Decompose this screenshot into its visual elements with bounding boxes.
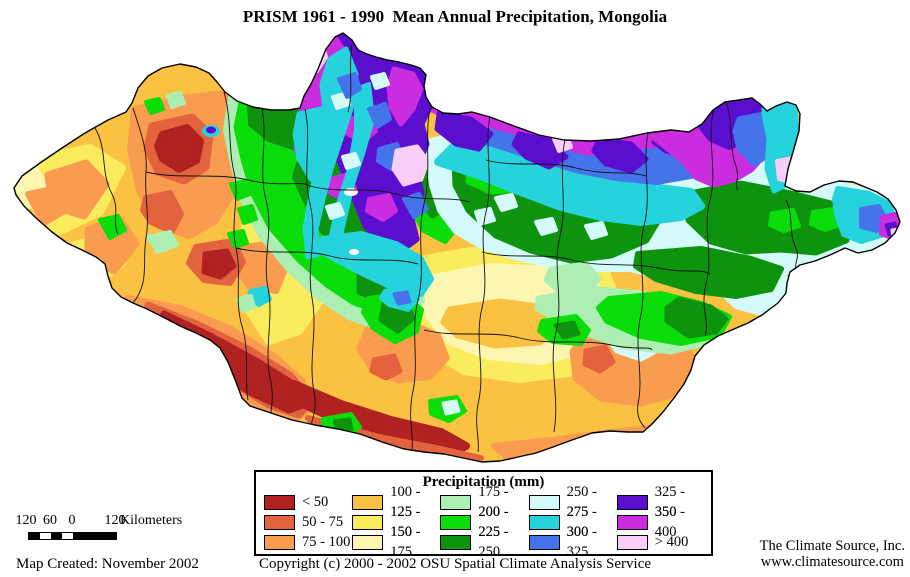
lake-uvs — [202, 125, 220, 137]
scale-label-0: 0 — [68, 513, 76, 528]
legend-color-swatch — [528, 494, 560, 510]
legend-item-label: 125 - 150 — [390, 504, 421, 540]
legend-grid: < 50 50 - 75 75 - 100 100 - 125 125 - 15… — [256, 484, 711, 560]
organization-name: The Climate Source, Inc. — [759, 538, 905, 554]
legend-item: 125 - 150 — [352, 504, 440, 540]
scale-bar-graphic — [28, 532, 117, 540]
scale-label-60: 60 — [43, 513, 57, 528]
legend-item: 175 - 200 — [440, 484, 528, 520]
legend-item: < 50 — [264, 492, 352, 512]
legend-item: 100 - 125 — [352, 484, 440, 520]
legend-color-swatch — [616, 494, 648, 510]
legend-color-swatch — [352, 534, 384, 550]
scale-label-120-right: 120 — [104, 513, 126, 528]
legend-item-label: > 400 — [654, 534, 689, 550]
legend-color-swatch — [440, 494, 472, 510]
legend-color-swatch — [616, 514, 648, 530]
legend-item: 200 - 225 — [440, 504, 528, 540]
legend-item: 325 - 350 — [616, 484, 705, 520]
legend-item-label: 275 - 300 — [566, 504, 597, 540]
legend-item: 350 - 400 — [616, 504, 705, 540]
map-legend: Precipitation (mm) < 50 50 - 75 75 - 100… — [254, 470, 713, 560]
legend-item: 50 - 75 — [264, 512, 352, 532]
legend-item-label: 225 - 250 — [478, 524, 509, 560]
legend-item: 150 - 175 — [352, 524, 440, 560]
legend-item-label: < 50 — [302, 494, 329, 510]
legend-item: 75 - 100 — [264, 532, 352, 552]
legend-color-swatch — [264, 514, 295, 530]
legend-item-label: 50 - 75 — [302, 514, 344, 530]
legend-color-swatch — [264, 494, 295, 510]
legend-item-label: 175 - 200 — [478, 484, 509, 520]
legend-item-label: 100 - 125 — [390, 484, 421, 520]
legend-item-label: 200 - 225 — [478, 504, 509, 540]
legend-item-label: 325 - 350 — [654, 484, 686, 520]
legend-item-label: 150 - 175 — [390, 524, 421, 560]
legend-color-swatch — [528, 514, 560, 530]
copyright-text: Copyright (c) 2000 - 2002 OSU Spatial Cl… — [258, 556, 652, 572]
legend-item: 300 - 325 — [528, 524, 617, 560]
province-boundaries — [94, 43, 798, 453]
legend-color-swatch — [352, 514, 384, 530]
legend-item: 225 - 250 — [440, 524, 528, 560]
legend-item-label: 350 - 400 — [654, 504, 686, 540]
legend-item-label: 250 - 275 — [566, 484, 597, 520]
legend-color-swatch — [440, 534, 472, 550]
legend-item: > 400 — [616, 532, 705, 552]
scale-unit-label: Kilometers — [120, 513, 183, 528]
legend-color-swatch — [616, 534, 648, 550]
legend-title: Precipitation (mm) — [422, 474, 545, 490]
scale-label-120-left: 120 — [15, 513, 37, 528]
legend-color-swatch — [352, 494, 384, 510]
legend-item-label: 75 - 100 — [302, 534, 351, 550]
map-created-text: Map Created: November 2002 — [16, 556, 199, 572]
organization-block: The Climate Source, Inc. www.climatesour… — [760, 538, 905, 570]
scale-bar: 120 60 0 120 Kilometers — [14, 513, 234, 547]
legend-item: 250 - 275 — [528, 484, 617, 520]
legend-item-label: 300 - 325 — [566, 524, 597, 560]
legend-color-swatch — [440, 514, 472, 530]
page-title: PRISM 1961 - 1990 Mean Annual Precipitat… — [242, 7, 668, 26]
legend-color-swatch — [528, 534, 560, 550]
legend-item: 275 - 300 — [528, 504, 617, 540]
legend-color-swatch — [264, 534, 295, 550]
organization-url: www.climatesource.com — [760, 554, 904, 570]
